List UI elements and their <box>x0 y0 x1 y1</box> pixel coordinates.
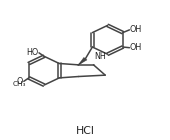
Text: OH: OH <box>130 43 142 52</box>
Text: O: O <box>17 77 23 86</box>
Polygon shape <box>79 57 87 65</box>
Text: HCl: HCl <box>75 126 95 136</box>
Text: OH: OH <box>130 25 142 34</box>
Text: HO: HO <box>26 48 39 57</box>
Text: NH: NH <box>94 52 106 61</box>
Text: CH₃: CH₃ <box>13 81 26 88</box>
